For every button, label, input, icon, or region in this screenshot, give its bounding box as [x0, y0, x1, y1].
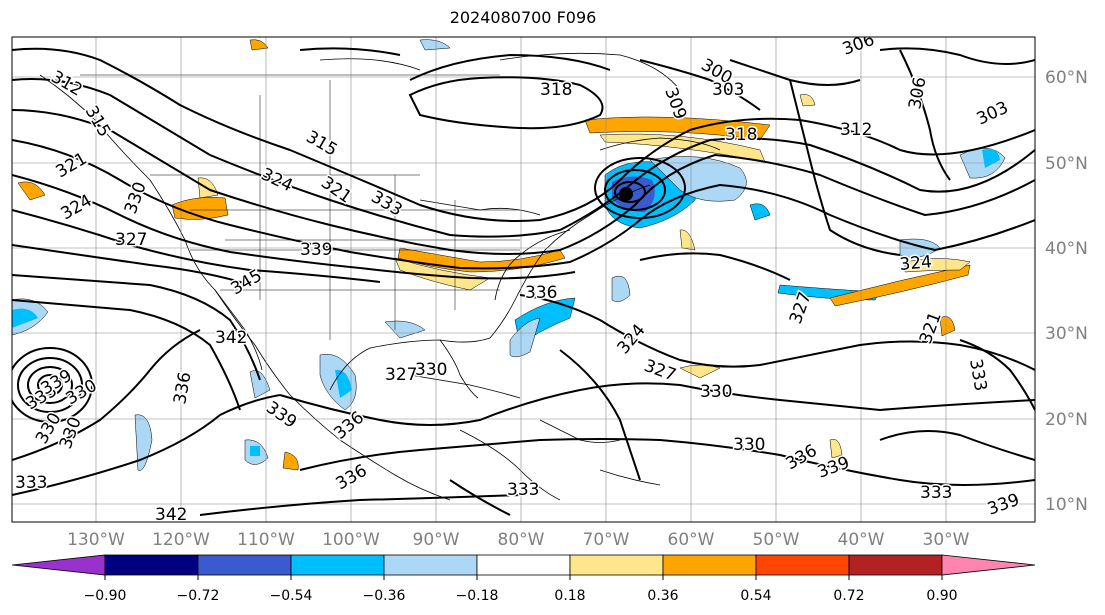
lon-label: 90°W: [413, 530, 460, 550]
colorbar-segment: [755, 554, 850, 576]
yellow-trough-us: [394, 257, 491, 291]
blue-pacific-core: [250, 446, 260, 456]
colorbar-segment: [290, 554, 385, 576]
longitude-labels: 130°W 120°W 110°W 100°W 90°W 80°W 70°W 60°W 50°W…: [67, 530, 970, 550]
yellow-atlantic-band: [904, 258, 971, 273]
blue-top: [419, 39, 451, 51]
orange-atlantic-band: [829, 264, 971, 307]
lightblue-southeast-us: [509, 317, 541, 358]
figure-title: 2024080700 F096: [449, 8, 597, 27]
darkblue-core: [612, 176, 655, 212]
low-center-rings: [594, 157, 686, 219]
pacific-high-rings: [12, 347, 93, 423]
colorbar-segment: [662, 554, 757, 576]
colorbar: [11, 554, 1036, 580]
colorbar-tick-labels: −0.90 −0.72 −0.54 −0.36 −0.18 0.18 0.36 0.54 0.7…: [84, 588, 958, 604]
contour-label: 336: [525, 283, 557, 303]
colorbar-segment: [197, 554, 292, 576]
lon-label: 50°W: [753, 530, 800, 550]
lon-label: 40°W: [838, 530, 885, 550]
blue-pacific-west-core: [12, 308, 38, 328]
colorbar-segment: [476, 554, 571, 576]
lat-label: 60°N: [1045, 68, 1088, 88]
colorbar-segment: [104, 554, 199, 576]
lon-label: 80°W: [498, 530, 545, 550]
contour-label: 303: [712, 80, 744, 100]
colorbar-tick-label: 0.36: [647, 588, 678, 604]
contours: [12, 47, 1035, 516]
yellow-pacific: [282, 451, 299, 471]
contour-label: 330: [733, 435, 765, 455]
contour-label: 324: [899, 252, 933, 275]
contour-label: 327: [385, 365, 417, 385]
yellow-top-2: [799, 94, 816, 107]
lon-label: 120°W: [152, 530, 210, 550]
colorbar-tick-label: −0.54: [270, 588, 313, 604]
lon-label: 100°W: [322, 530, 380, 550]
colorbar-segment: [11, 554, 106, 576]
lon-label: 110°W: [237, 530, 295, 550]
contour-label: 342: [155, 505, 187, 525]
colorbar-tick-label: 0.72: [833, 588, 864, 604]
latitude-labels: 60°N 50°N 40°N 30°N 20°N 10°N: [1045, 68, 1088, 515]
contour-label: 330: [700, 382, 732, 402]
lat-label: 20°N: [1045, 410, 1088, 430]
yellow-top: [249, 39, 269, 51]
colorbar-segment: [569, 554, 664, 576]
contour-label: 306: [905, 75, 930, 110]
colorbar-tick-label: −0.72: [177, 588, 220, 604]
map-border: [11, 36, 1036, 523]
lon-label: 70°W: [583, 530, 630, 550]
lon-label: 30°W: [923, 530, 970, 550]
contour-label: 318: [540, 80, 572, 100]
orange-west-coast: [17, 181, 46, 201]
contour-label: 318: [725, 125, 757, 145]
contour-label: 333: [920, 483, 952, 503]
blue-gulf-core: [335, 369, 352, 398]
colorbar-tick-label: 0.54: [740, 588, 771, 604]
orange-nw: [171, 197, 229, 220]
colorbar-tick-label: −0.36: [363, 588, 406, 604]
contour-label: 333: [15, 473, 47, 493]
lat-label: 30°N: [1045, 324, 1088, 344]
colorbar-tick-label: −0.90: [84, 588, 127, 604]
contour-label: 339: [300, 240, 332, 260]
low-center-marker: [619, 187, 633, 201]
lon-label: 130°W: [67, 530, 125, 550]
colorbar-tick-label: −0.18: [456, 588, 499, 604]
colorbar-tick-label: 0.18: [554, 588, 585, 604]
blue-mexico: [249, 370, 271, 399]
lat-label: 50°N: [1045, 154, 1088, 174]
colorbar-segment: [941, 554, 1036, 576]
orange-east-small: [939, 316, 956, 337]
yellow-east-small: [829, 439, 843, 459]
colorbar-segment: [848, 554, 943, 576]
lon-label: 60°W: [668, 530, 715, 550]
colorbar-tick-label: 0.90: [926, 588, 957, 604]
colorbar-segment: [383, 554, 478, 576]
lat-label: 40°N: [1045, 239, 1088, 259]
contour-label: 333: [507, 480, 539, 500]
blue-atlantic-mid: [611, 275, 631, 302]
contour-label: 312: [840, 120, 872, 140]
state-borders: [80, 74, 520, 340]
lat-label: 10°N: [1045, 495, 1088, 515]
contour-label: 342: [215, 328, 247, 348]
contour-label: 327: [115, 230, 147, 250]
blue-atlantic-small: [749, 203, 771, 221]
contour-label: 330: [415, 360, 447, 380]
